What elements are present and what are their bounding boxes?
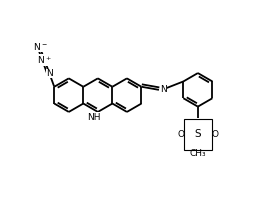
Text: O: O	[177, 130, 184, 139]
Text: N: N	[160, 85, 167, 94]
Text: O: O	[212, 130, 219, 139]
Text: CH₃: CH₃	[190, 149, 206, 158]
Text: S: S	[195, 129, 201, 139]
Text: $\mathdefault{N^-}$: $\mathdefault{N^-}$	[33, 41, 48, 52]
Text: N: N	[46, 69, 53, 78]
Text: $\mathdefault{N^+}$: $\mathdefault{N^+}$	[38, 54, 52, 66]
Text: NH: NH	[191, 119, 205, 128]
Text: NH: NH	[87, 113, 101, 122]
